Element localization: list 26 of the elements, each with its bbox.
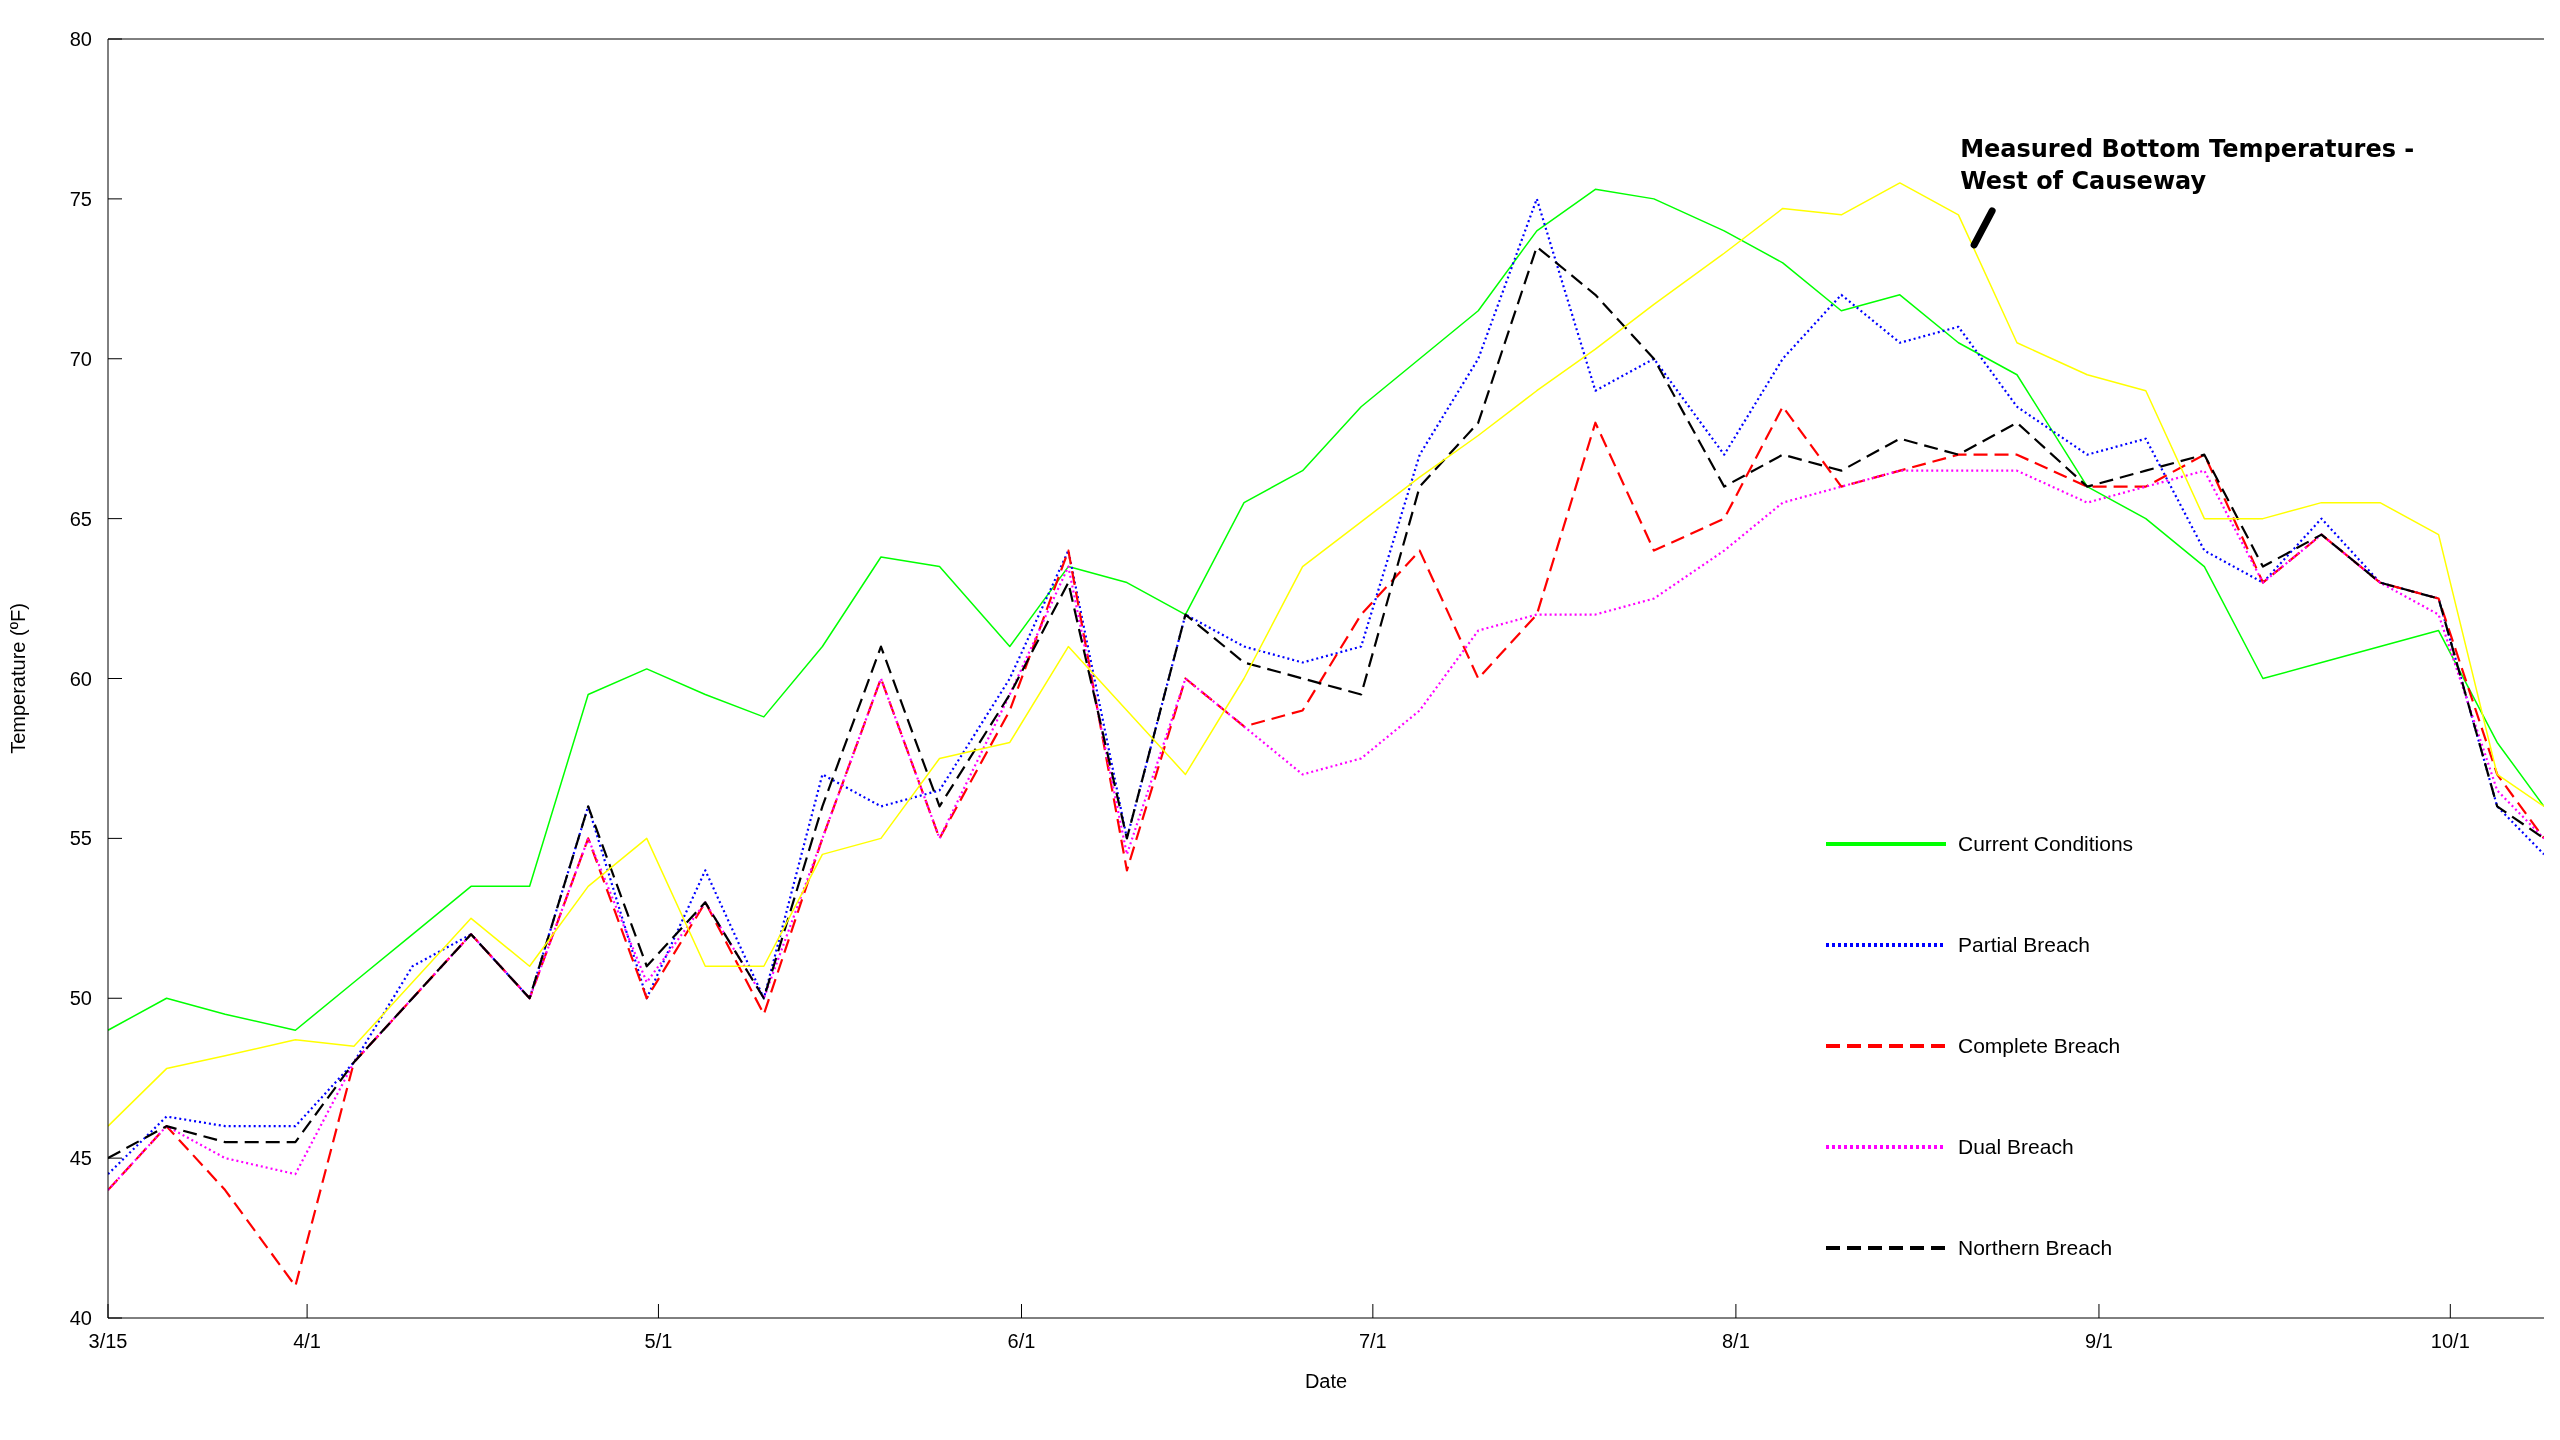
y-tick-label: 70 [69,347,92,370]
x-tick-label: 5/1 [644,1330,673,1353]
x-tick-label: 9/1 [2085,1330,2113,1353]
x-tick-label: 6/1 [1007,1330,1036,1353]
x-axis-title: Date [1304,1370,1348,1392]
y-axis-title: Temperature (ºF) [7,603,30,754]
x-tick-label: 3/15 [88,1330,128,1353]
y-tick-label: 75 [69,187,92,210]
legend-label: Complete Breach [1958,1033,2122,1058]
legend-label: Dual Breach [1958,1134,2075,1159]
line-series [108,469,2544,1192]
x-tick-label: 10/1 [2430,1330,2470,1353]
y-tick-label: 60 [69,667,92,690]
x-tick-label: 7/1 [1358,1330,1387,1353]
annotation: Measured Bottom Temperatures - West of Causeway [1960,134,2415,195]
y-tick-label: 80 [69,28,92,51]
y-tick-label: 45 [69,1147,92,1170]
y-tick-label: 55 [69,827,92,850]
legend-label: Northern Breach [1958,1235,2114,1260]
y-tick-label: 40 [69,1307,92,1330]
x-tick-label: 8/1 [1722,1330,1750,1353]
y-tick-label: 65 [69,507,92,530]
x-tick-label: 4/1 [293,1330,321,1353]
y-tick-label: 50 [69,987,92,1010]
legend-label: Partial Breach [1958,932,2091,957]
legend-label: Current Conditions [1958,831,2135,856]
